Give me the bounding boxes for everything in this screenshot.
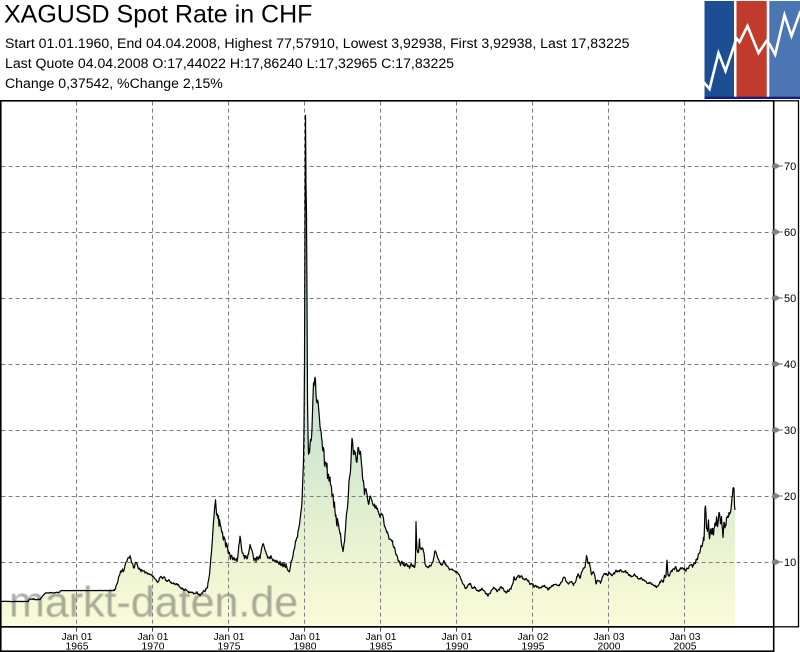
svg-text:1990: 1990	[446, 642, 469, 652]
svg-text:1995: 1995	[522, 642, 545, 652]
svg-text:Start 01.01.1960, End 04.04.20: Start 01.01.1960, End 04.04.2008, Highes…	[5, 35, 630, 51]
svg-text:10: 10	[784, 557, 796, 569]
svg-text:40: 40	[784, 359, 796, 371]
svg-text:1985: 1985	[370, 642, 393, 652]
svg-text:1980: 1980	[294, 642, 317, 652]
svg-text:Jan 01: Jan 01	[442, 632, 473, 643]
svg-text:2000: 2000	[598, 642, 621, 652]
svg-text:Jan 02: Jan 02	[518, 632, 549, 643]
svg-text:60: 60	[784, 227, 796, 239]
svg-text:Change 0,37542, %Change 2,15%: Change 0,37542, %Change 2,15%	[5, 75, 223, 91]
svg-text:20: 20	[784, 491, 796, 503]
svg-text:Jan 03: Jan 03	[594, 632, 625, 643]
svg-text:1975: 1975	[218, 642, 241, 652]
svg-text:1965: 1965	[66, 642, 89, 652]
svg-text:1970: 1970	[142, 642, 165, 652]
svg-text:Jan 01: Jan 01	[138, 632, 169, 643]
svg-text:Jan 03: Jan 03	[670, 632, 701, 643]
svg-text:Last Quote 04.04.2008 O:17,440: Last Quote 04.04.2008 O:17,44022 H:17,86…	[5, 55, 454, 71]
svg-text:50: 50	[784, 293, 796, 305]
svg-text:Jan 01: Jan 01	[62, 632, 93, 643]
svg-text:XAGUSD Spot Rate in CHF: XAGUSD Spot Rate in CHF	[4, 1, 312, 29]
svg-text:Jan 01: Jan 01	[366, 632, 397, 643]
svg-text:Jan 01: Jan 01	[290, 632, 321, 643]
svg-text:Jan 01: Jan 01	[214, 632, 245, 643]
svg-text:2005: 2005	[674, 642, 697, 652]
svg-text:30: 30	[784, 425, 796, 437]
svg-text:markt-daten.de: markt-daten.de	[9, 579, 298, 627]
svg-text:70: 70	[784, 161, 796, 173]
